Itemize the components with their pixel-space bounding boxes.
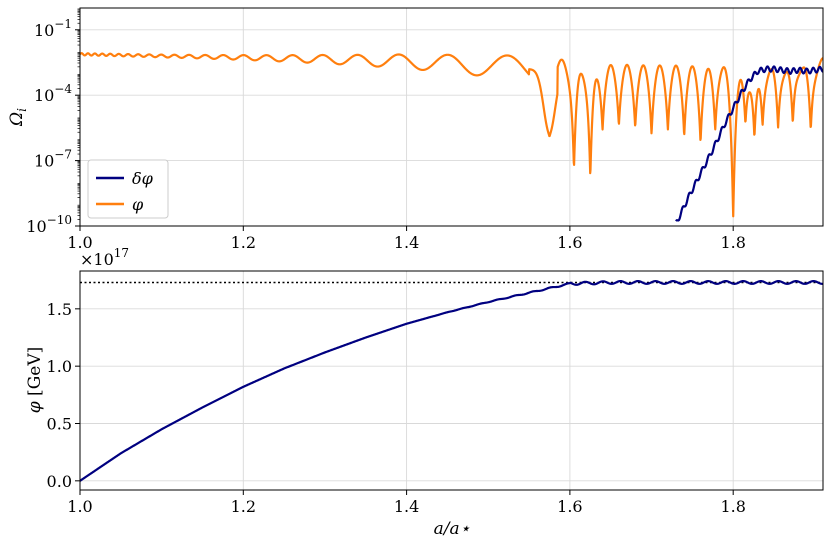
bottom-x-tick-label: 1.2 [231,497,256,516]
series-line-dphi [675,65,823,222]
bottom-grid [79,271,823,490]
bottom-y-tick-label: 0.0 [47,472,72,491]
bottom-x-tick-label: 1.6 [557,497,582,516]
top-x-tick-label: 1.8 [720,233,745,252]
bottom-x-tick-label: 1.4 [394,497,419,516]
legend: δφ φ [87,159,169,219]
legend-frame [87,159,169,219]
top-y-axis-label: Ωi [7,108,29,127]
top-grid [79,8,823,227]
bottom-x-tick-label: 1.8 [720,497,745,516]
bottom-y-tick-label: 1.0 [47,357,72,376]
bottom-x-tick-label: 1.0 [67,497,92,516]
bottom-panel: 1.0 1.2 1.4 1.6 1.8 0.0 0.5 1.0 1.5 ×1017 φ [GeV… [25,246,824,539]
top-y-tick-label: 10−1 [34,17,72,40]
top-plot-frame [79,7,824,227]
offset-text: ×1017 [80,246,129,269]
top-x-tick-label: 1.0 [67,233,92,252]
bottom-y-axis-label: φ [GeV] [25,347,45,414]
bottom-x-axis-label: a/a⋆ [434,519,471,539]
bottom-ticks: 1.0 1.2 1.4 1.6 1.8 0.0 0.5 1.0 1.5 [47,300,746,516]
bottom-y-tick-label: 1.5 [47,300,72,319]
series-line-phi [80,52,823,218]
series-line-phi-field [80,279,823,482]
top-ticks: 1.0 1.2 1.4 1.6 1.8 10−10 10−7 10−4 10−1 [26,8,746,252]
bottom-plot-frame [79,270,824,491]
top-x-tick-label: 1.6 [557,233,582,252]
legend-label-phi: φ [132,195,144,214]
top-x-tick-label: 1.2 [231,233,256,252]
bottom-y-tick-label: 0.5 [47,414,72,433]
legend-label-dphi: δφ [132,169,154,188]
top-panel: 1.0 1.2 1.4 1.6 1.8 10−10 10−7 10−4 10−1 Ωi δφ φ [7,7,824,252]
top-y-tick-label: 10−7 [34,148,72,171]
top-y-tick-label: 10−10 [26,213,72,236]
top-x-tick-label: 1.4 [394,233,419,252]
top-y-tick-label: 10−4 [34,82,72,105]
